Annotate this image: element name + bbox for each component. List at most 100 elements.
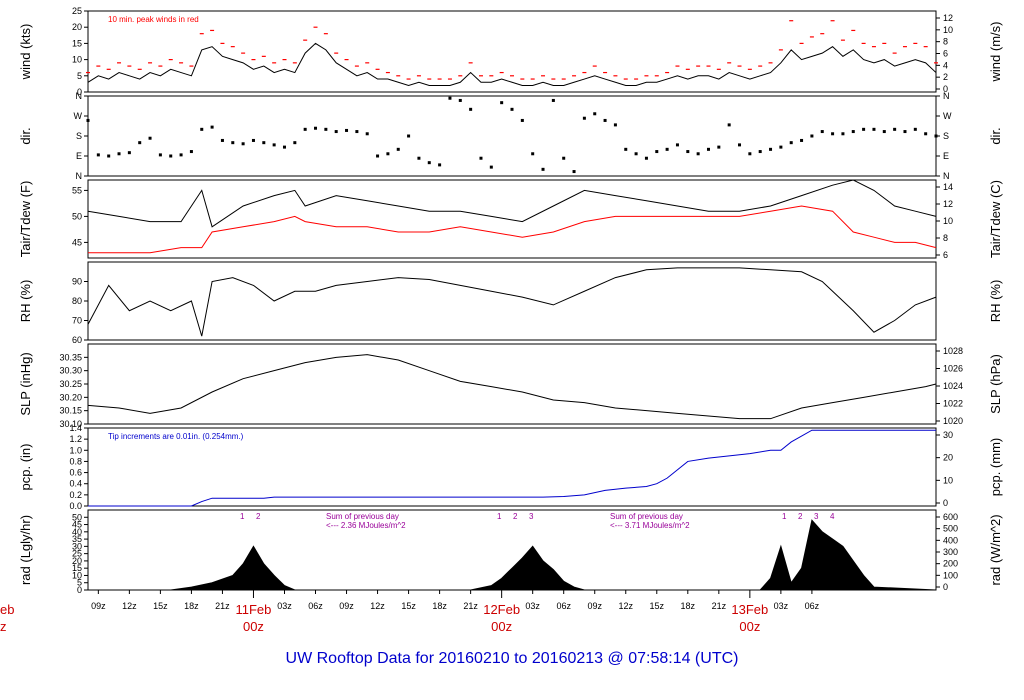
day-time-label: 00z [491, 619, 512, 634]
rad-ytick-label: 45 [72, 520, 82, 530]
dir-point [438, 163, 442, 167]
rad-day-mark: 3 [814, 512, 819, 521]
rh-line [87, 267, 937, 337]
rad-day-mark: 2 [798, 512, 803, 521]
dir-point [489, 165, 493, 169]
rad-ylabel-right: rad (W/m^2) [988, 514, 1003, 585]
dir-point [127, 151, 131, 155]
pcp-ytick-right-label: 10 [943, 475, 953, 485]
wind-ytick-right-label: 4 [943, 60, 948, 70]
pcp-ytick-right-label: 20 [943, 453, 953, 463]
temp-ylabel: Tair/Tdew (F) [18, 181, 33, 258]
rad-day-mark: 1 [240, 512, 245, 521]
pcp-ytick-right-label: 0 [943, 498, 948, 508]
temp-ytick-right-label: 6 [943, 250, 948, 260]
pcp-annotation: Tip increments are 0.01in. (0.254mm.) [108, 432, 244, 441]
dir-ylabel-right: dir. [988, 127, 1003, 144]
hour-tick-label: 09z [587, 601, 602, 611]
hour-tick-label: 12z [122, 601, 137, 611]
dir-point [655, 150, 659, 154]
panel-wind: 0 5 10 15 20 25 0 2 46 8 10 12 wind (kts) wind (m/s) 1… [18, 6, 1003, 97]
dir-point [686, 150, 690, 154]
dir-point [769, 147, 773, 151]
dir-point [562, 156, 566, 160]
dir-point [841, 132, 845, 136]
rad-ylabel: rad (Lgly/hr) [18, 515, 33, 585]
hour-tick-label: 06z [308, 601, 323, 611]
day-time-label-edge: z [0, 619, 7, 634]
dir-point [851, 130, 855, 134]
panel-rad: 051015202530354045500100200300400500600r… [18, 509, 1003, 595]
hour-tick-label: 03z [525, 601, 540, 611]
temp-ylabel-right: Tair/Tdew (C) [988, 180, 1003, 258]
hour-tick-label: 21z [463, 601, 478, 611]
rad-sum-note: <--- 3.71 MJoules/m^2 [610, 521, 690, 530]
wind-ytick-right-label: 2 [943, 72, 948, 82]
dir-point [251, 138, 255, 142]
rad-ytick-label: 40 [72, 527, 82, 537]
rad-ytick-label: 10 [72, 570, 82, 580]
temp-ytick-label: 45 [72, 237, 82, 247]
pcp-ytick-label: 0.2 [69, 490, 82, 500]
dir-point [541, 167, 545, 171]
slp-ytick-right-label: 1024 [943, 381, 963, 391]
rad-ytick-label: 35 [72, 534, 82, 544]
rad-ytick-right-label: 100 [943, 570, 958, 580]
rad-ytick-label: 50 [72, 512, 82, 522]
dir-point [189, 150, 193, 154]
wind-ytick-label: 0 [77, 87, 82, 97]
rad-ytick-right-label: 200 [943, 559, 958, 569]
wind-series-wind [87, 42, 937, 87]
temp-ytick-label: 50 [72, 211, 82, 221]
hour-tick-label: 12z [370, 601, 385, 611]
rad-day-mark: 4 [830, 512, 835, 521]
temp-series-Tdew [88, 205, 937, 254]
pcp-ytick-label: 0.8 [69, 456, 82, 466]
hour-tick-label: 15z [153, 601, 168, 611]
day-time-label: 00z [739, 619, 760, 634]
pcp-series-pcp [88, 429, 936, 507]
dir-point [355, 130, 359, 134]
dir-point [169, 154, 173, 158]
dir-point [696, 152, 700, 156]
slp-series-SLP [87, 354, 937, 420]
dir-series-dir [86, 96, 938, 174]
wind-ytick-label: 15 [72, 38, 82, 48]
rad-day-mark: 1 [497, 512, 502, 521]
hour-tick-label: 18z [184, 601, 199, 611]
dir-point [262, 141, 266, 145]
pcp-frame [87, 427, 937, 507]
hour-tick-label: 09z [339, 601, 354, 611]
dir-point [314, 126, 318, 130]
slp-ylabel: SLP (inHg) [18, 352, 33, 415]
dir-point [138, 141, 142, 145]
dir-point [913, 127, 917, 131]
rh-series-RH [87, 267, 937, 337]
hour-tick-label: 06z [556, 601, 571, 611]
dir-point [634, 152, 638, 156]
dir-ytick-right-label: W [943, 111, 952, 121]
rh-ylabel-right: RH (%) [988, 280, 1003, 323]
temp-ytick-right-label: 10 [943, 216, 953, 226]
rh-ylabel: RH (%) [18, 280, 33, 323]
dir-point [675, 143, 679, 147]
dir-point [903, 130, 907, 134]
pcp-ylabel-right: pcp. (mm) [988, 438, 1003, 497]
wind-ytick-right-label: 12 [943, 13, 953, 23]
dir-point [613, 123, 617, 127]
wind-frame [87, 10, 937, 93]
pcp-ytick-label: 0.4 [69, 479, 82, 489]
temp-series-Tair [87, 179, 937, 228]
dir-point [220, 138, 224, 142]
dir-ytick-label: W [74, 111, 83, 121]
dir-point [934, 134, 938, 138]
dir-ytick-right-label: E [943, 151, 949, 161]
temp-ytick-label: 55 [72, 185, 82, 195]
day-label-edge: eb [0, 602, 14, 617]
dir-point [810, 134, 814, 138]
dir-ytick-label: N [76, 91, 83, 101]
dir-point [179, 153, 183, 157]
pcp-ytick-label: 0.6 [69, 468, 82, 478]
